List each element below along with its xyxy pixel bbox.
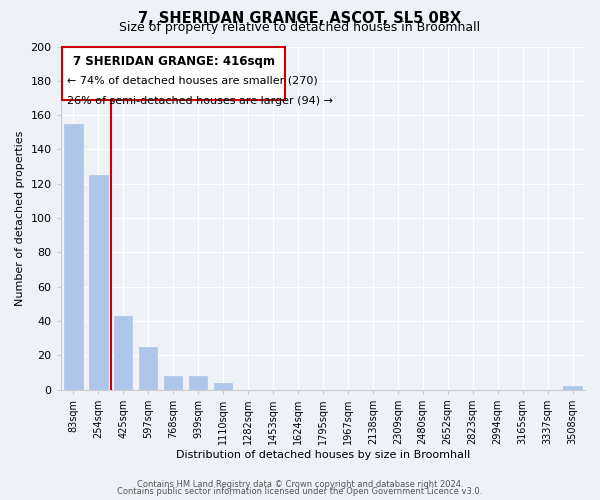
Text: Contains public sector information licensed under the Open Government Licence v3: Contains public sector information licen… xyxy=(118,488,482,496)
Bar xyxy=(188,376,208,390)
Text: 7 SHERIDAN GRANGE: 416sqm: 7 SHERIDAN GRANGE: 416sqm xyxy=(73,55,275,68)
X-axis label: Distribution of detached houses by size in Broomhall: Distribution of detached houses by size … xyxy=(176,450,470,460)
Bar xyxy=(89,175,107,390)
Bar xyxy=(139,347,157,390)
Bar xyxy=(563,386,582,390)
Bar xyxy=(64,124,83,390)
Text: ← 74% of detached houses are smaller (270): ← 74% of detached houses are smaller (27… xyxy=(67,76,318,86)
FancyBboxPatch shape xyxy=(62,46,286,100)
Text: Contains HM Land Registry data © Crown copyright and database right 2024.: Contains HM Land Registry data © Crown c… xyxy=(137,480,463,489)
Text: 26% of semi-detached houses are larger (94) →: 26% of semi-detached houses are larger (… xyxy=(67,96,333,106)
Text: 7, SHERIDAN GRANGE, ASCOT, SL5 0BX: 7, SHERIDAN GRANGE, ASCOT, SL5 0BX xyxy=(139,11,461,26)
Y-axis label: Number of detached properties: Number of detached properties xyxy=(15,130,25,306)
Bar xyxy=(214,383,232,390)
Text: Size of property relative to detached houses in Broomhall: Size of property relative to detached ho… xyxy=(119,22,481,35)
Bar xyxy=(164,376,182,390)
Bar xyxy=(114,316,133,390)
